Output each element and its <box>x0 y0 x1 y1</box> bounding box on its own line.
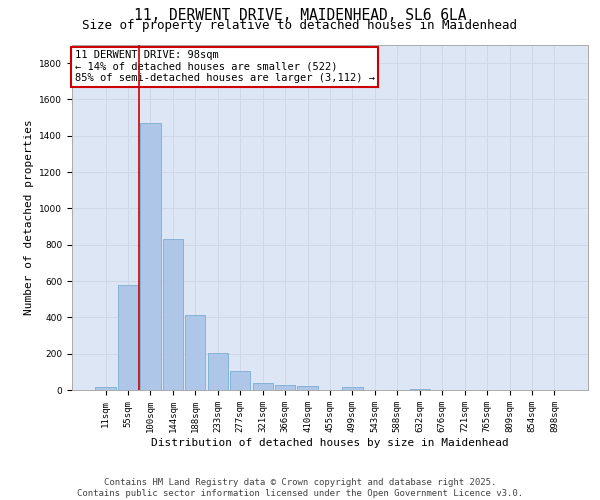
Bar <box>95 388 116 390</box>
Text: 11, DERWENT DRIVE, MAIDENHEAD, SL6 6LA: 11, DERWENT DRIVE, MAIDENHEAD, SL6 6LA <box>134 8 466 22</box>
Bar <box>163 240 183 390</box>
Text: Size of property relative to detached houses in Maidenhead: Size of property relative to detached ho… <box>83 18 517 32</box>
X-axis label: Distribution of detached houses by size in Maidenhead: Distribution of detached houses by size … <box>151 438 509 448</box>
Bar <box>185 314 205 390</box>
Bar <box>230 371 250 390</box>
Bar <box>410 389 430 390</box>
Bar <box>343 388 362 390</box>
Text: 11 DERWENT DRIVE: 98sqm
← 14% of detached houses are smaller (522)
85% of semi-d: 11 DERWENT DRIVE: 98sqm ← 14% of detache… <box>74 50 374 84</box>
Bar <box>208 353 228 390</box>
Bar <box>253 382 273 390</box>
Text: Contains HM Land Registry data © Crown copyright and database right 2025.
Contai: Contains HM Land Registry data © Crown c… <box>77 478 523 498</box>
Bar <box>298 386 317 390</box>
Bar <box>118 284 138 390</box>
Y-axis label: Number of detached properties: Number of detached properties <box>24 120 34 316</box>
Bar <box>140 123 161 390</box>
Bar <box>275 386 295 390</box>
